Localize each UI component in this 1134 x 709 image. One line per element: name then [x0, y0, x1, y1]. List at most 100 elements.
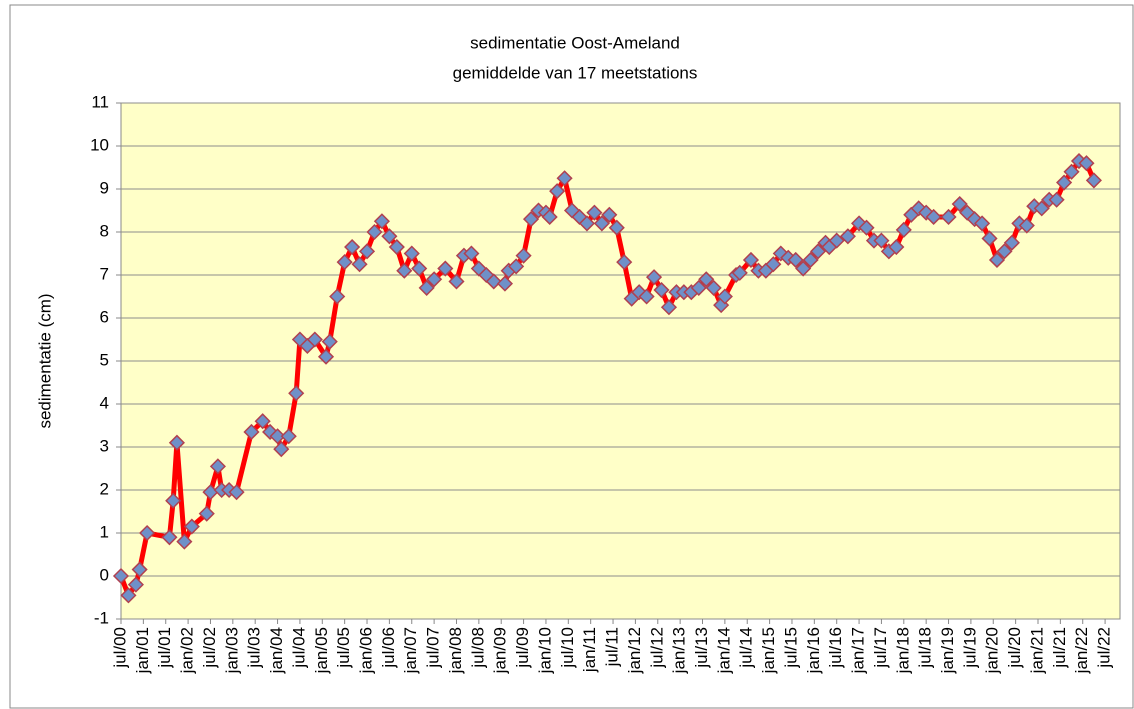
- x-tick-label: jul/12: [647, 627, 666, 669]
- data-marker: [795, 260, 812, 277]
- data-marker: [209, 458, 226, 475]
- data-marker: [601, 206, 618, 223]
- data-marker: [608, 219, 625, 236]
- data-marker: [873, 232, 890, 249]
- data-marker: [802, 251, 819, 269]
- data-marker: [403, 245, 420, 262]
- data-marker: [165, 492, 182, 509]
- data-marker: [888, 238, 905, 256]
- x-tick-label: jan/17: [849, 627, 868, 674]
- data-marker: [1078, 155, 1095, 172]
- x-tick-label: jan/11: [580, 627, 599, 673]
- y-tick-label: 8: [100, 221, 109, 240]
- x-tick-label: jan/22: [1072, 627, 1091, 674]
- data-marker: [925, 208, 942, 226]
- x-tick-label: jul/10: [558, 627, 577, 669]
- data-marker: [396, 262, 413, 279]
- data-marker: [358, 243, 376, 260]
- data-marker: [586, 204, 603, 221]
- data-marker: [198, 505, 215, 522]
- x-tick-label: jul/05: [334, 627, 353, 669]
- data-marker: [344, 238, 361, 256]
- y-tick-label: 4: [100, 393, 109, 412]
- data-marker: [508, 258, 525, 275]
- data-marker: [1048, 191, 1065, 208]
- data-marker: [698, 271, 715, 288]
- data-marker: [280, 428, 297, 445]
- data-marker: [273, 441, 290, 458]
- data-marker: [549, 183, 566, 200]
- x-tick-label: jul/06: [379, 627, 398, 669]
- data-marker: [638, 288, 655, 305]
- x-tick-label: jan/16: [804, 627, 823, 674]
- data-marker: [895, 221, 912, 238]
- x-tick-label: jan/21: [1027, 627, 1046, 674]
- data-marker: [317, 348, 335, 365]
- x-tick-label: jan/05: [312, 627, 331, 674]
- data-marker: [828, 232, 845, 249]
- x-tick-label: jul/22: [1095, 627, 1114, 669]
- y-tick-label: 6: [100, 307, 109, 326]
- x-tick-label: jul/14: [737, 627, 756, 669]
- data-marker: [288, 385, 305, 402]
- y-axis-label: sedimentatie (cm): [35, 293, 54, 428]
- y-tick-label: 2: [100, 479, 109, 498]
- x-tick-label: jul/19: [960, 627, 979, 669]
- x-tick-label: jul/03: [245, 627, 264, 669]
- x-tick-label: jan/15: [759, 627, 778, 674]
- y-tick-label: 9: [100, 178, 109, 197]
- data-marker: [765, 256, 782, 273]
- x-tick-label: jul/17: [871, 627, 890, 669]
- x-tick-label: jul/02: [200, 627, 219, 669]
- y-tick-label: 3: [100, 436, 109, 455]
- data-marker: [787, 251, 804, 269]
- data-marker: [810, 243, 827, 260]
- data-marker: [254, 413, 271, 430]
- data-marker: [1063, 163, 1080, 180]
- x-tick-label: jan/04: [267, 627, 286, 674]
- data-marker: [161, 529, 178, 546]
- x-tick-label: jan/14: [714, 627, 733, 674]
- data-marker: [541, 208, 558, 226]
- data-marker: [1056, 174, 1073, 191]
- x-tick-label: jan/06: [357, 627, 376, 674]
- x-tick-label: jul/04: [289, 627, 308, 669]
- x-tick-label: jul/20: [1005, 627, 1024, 669]
- data-marker: [742, 251, 760, 269]
- x-tick-label: jul/16: [826, 627, 845, 669]
- data-marker: [139, 524, 156, 542]
- data-marker: [660, 299, 678, 316]
- x-tick-label: jul/21: [1050, 627, 1069, 669]
- data-marker: [988, 251, 1006, 269]
- data-marker: [1085, 172, 1102, 189]
- data-marker: [127, 576, 144, 593]
- x-tick-label: jul/18: [916, 627, 935, 669]
- x-tick-label: jan/09: [491, 627, 510, 674]
- data-marker: [839, 228, 856, 245]
- y-tick-label: 11: [91, 92, 109, 111]
- data-marker: [329, 288, 346, 305]
- x-tick-label: jan/08: [446, 627, 465, 674]
- data-marker: [1018, 217, 1035, 234]
- data-marker: [1033, 200, 1050, 217]
- chart-title: sedimentatie Oost-Ameland: [470, 33, 680, 52]
- data-marker: [243, 423, 260, 441]
- x-tick-label: jul/13: [692, 627, 711, 669]
- data-marker: [418, 279, 435, 296]
- data-marker: [388, 238, 405, 256]
- x-tick-label: jan/18: [893, 627, 912, 674]
- data-marker: [426, 271, 443, 288]
- x-tick-label: jul/07: [424, 627, 443, 669]
- y-tick-label: 7: [100, 264, 109, 283]
- data-marker: [112, 567, 130, 585]
- data-marker: [321, 333, 338, 350]
- x-tick-label: jan/07: [401, 627, 420, 674]
- data-marker: [228, 484, 245, 501]
- data-marker: [131, 561, 148, 578]
- y-tick-label: 10: [90, 135, 109, 154]
- data-marker: [996, 243, 1013, 260]
- y-tick-label: 1: [100, 522, 109, 541]
- data-marker: [120, 587, 137, 604]
- data-marker: [381, 228, 398, 245]
